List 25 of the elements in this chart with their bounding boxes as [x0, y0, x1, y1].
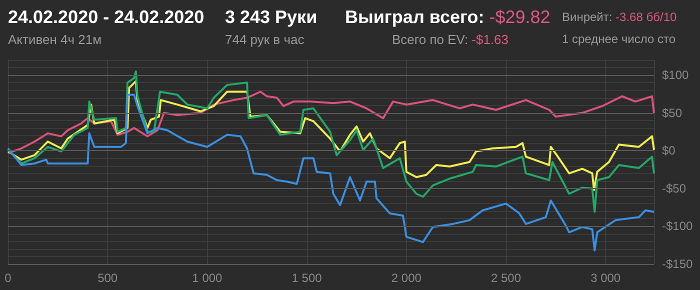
text: Всего по EV: -$1.63 [392, 32, 509, 47]
text: 3 243 Руки [225, 7, 318, 27]
line-series [7, 90, 655, 154]
x-tick-label: 1 500 [292, 271, 322, 285]
y-tick-label: $0 [662, 144, 676, 158]
x-tick-label: 2 000 [391, 271, 422, 285]
x-tick-label: 1 000 [192, 271, 223, 285]
text: 744 рук в час [225, 32, 305, 47]
line-series [7, 94, 655, 252]
text: Выиграл всего: -$29.82 [345, 7, 550, 27]
x-tick-label: 0 [4, 271, 12, 285]
line-series [7, 80, 655, 191]
text: Винрейт: -3.68 бб/10 [562, 10, 677, 24]
line-series [7, 70, 655, 213]
text: 1 среднее число сто [562, 32, 676, 46]
x-tick-label: 500 [98, 271, 118, 285]
x-tick-label: 3 000 [590, 271, 621, 285]
chart-title: 24.02.2020 - 24.02.2020 [8, 7, 204, 27]
y-tick-label: -$150 [662, 257, 694, 271]
y-tick-label: $100 [662, 68, 690, 82]
y-tick-label: -$100 [662, 219, 694, 234]
x-tick-label: 2 500 [490, 271, 522, 285]
chart-subtitle: Активен 4ч 21м [8, 32, 102, 47]
y-tick-label: -$50 [662, 181, 686, 196]
y-tick-label: $50 [662, 106, 682, 120]
